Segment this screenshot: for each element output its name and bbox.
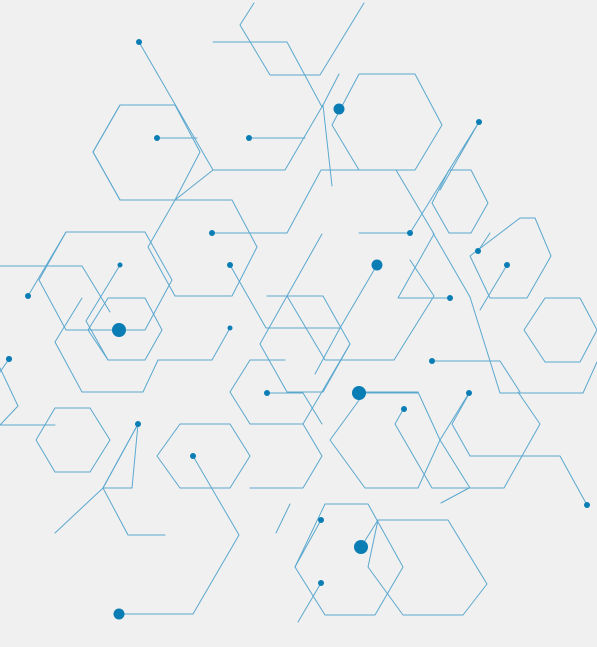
hexagon-outline — [239, 2, 365, 76]
hexagon-outline — [0, 367, 56, 426]
connector-line — [211, 169, 322, 234]
node-dot — [447, 295, 453, 301]
hexagon-outline — [275, 503, 291, 534]
hexagon-outline — [451, 391, 588, 506]
node-dot — [154, 135, 160, 141]
hexagon-outline — [249, 343, 351, 489]
node-dot — [209, 230, 215, 236]
node-dots — [6, 39, 590, 620]
node-dot — [25, 293, 31, 299]
hexagon-outline — [229, 359, 304, 425]
node-dot — [466, 390, 472, 396]
hexagon-outline — [321, 169, 451, 299]
connector-line — [439, 392, 471, 489]
connector-line — [229, 264, 341, 329]
hexagon-outline — [156, 423, 251, 489]
hexagon-outline — [92, 104, 333, 201]
node-dot — [117, 262, 123, 268]
node-dot-large — [112, 323, 126, 337]
hexagon-outline — [331, 73, 443, 171]
node-dot — [190, 453, 196, 459]
node-dot — [318, 517, 324, 523]
connector-line — [314, 264, 378, 375]
connector-line — [431, 360, 521, 393]
node-dot — [135, 421, 141, 427]
hexagon-outline — [102, 487, 166, 536]
hexagon-outline — [35, 407, 111, 473]
node-dot — [264, 390, 270, 396]
connector-line — [294, 519, 322, 568]
node-dot — [584, 502, 590, 508]
hexagon-outline — [87, 297, 163, 361]
node-dot-large — [354, 540, 368, 554]
hexagon-outline — [469, 217, 552, 299]
node-dot — [6, 356, 12, 362]
node-dot-large — [333, 103, 345, 115]
node-dot — [407, 230, 413, 236]
hexagon-outline — [38, 231, 173, 331]
hexagon-outline — [147, 199, 258, 297]
hexagon-outline — [367, 519, 488, 616]
node-dot — [318, 580, 324, 586]
node-dot-large — [352, 386, 366, 400]
node-dot — [504, 262, 510, 268]
connector-line — [102, 423, 139, 489]
connector-line — [297, 582, 322, 623]
node-dot-large — [113, 608, 125, 620]
node-dot — [401, 406, 407, 412]
hexagon-outline — [432, 232, 597, 394]
connector-line — [27, 231, 67, 297]
hexagon-outline — [54, 297, 231, 393]
node-dot — [429, 358, 435, 364]
node-dot — [227, 325, 233, 331]
node-dot — [246, 135, 252, 141]
hexagon-outline — [286, 233, 435, 361]
hexagon-outline — [523, 297, 597, 363]
node-dot — [476, 119, 482, 125]
node-dot — [227, 262, 233, 268]
hexagon-outline — [329, 391, 441, 489]
connector-line — [85, 264, 121, 361]
connector-line — [266, 392, 323, 425]
connector-line — [479, 264, 508, 311]
connector-line — [138, 41, 214, 171]
connector-line — [118, 455, 240, 615]
node-dot — [475, 248, 481, 254]
node-dot — [136, 39, 142, 45]
connector-lines — [0, 41, 521, 623]
connector-line — [440, 487, 470, 504]
connector-line — [477, 232, 491, 252]
hexagon-outline — [431, 169, 489, 234]
node-dot-large — [371, 259, 383, 271]
